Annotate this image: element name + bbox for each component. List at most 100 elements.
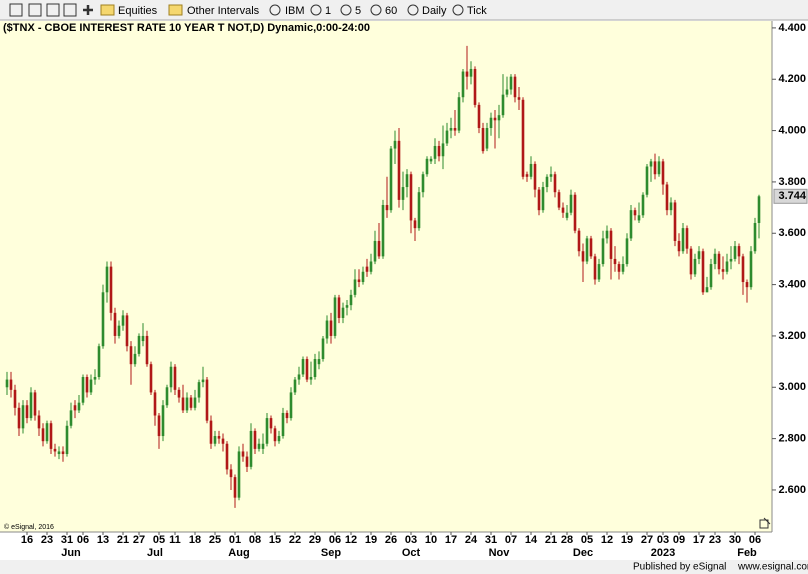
x-month-label: Nov [489, 547, 511, 559]
toolbar-item[interactable]: IBM [285, 5, 305, 17]
icon[interactable] [310, 4, 322, 16]
icon[interactable] [63, 3, 77, 17]
candle-body [609, 230, 613, 259]
candle-body [705, 287, 709, 293]
candle-body [149, 364, 153, 393]
candle-body [117, 325, 121, 336]
x-tick-label: 28 [561, 534, 573, 546]
candle-body [109, 266, 113, 313]
candle-body [393, 140, 397, 149]
toolbar [0, 0, 808, 20]
candle-body [505, 89, 509, 95]
candle-body [709, 264, 713, 288]
candle-body [305, 359, 309, 380]
icon[interactable] [269, 4, 281, 16]
icon[interactable] [340, 4, 352, 16]
candle-body [637, 215, 641, 221]
icon[interactable] [100, 4, 115, 16]
scroll-icon[interactable] [759, 517, 771, 529]
footer-url[interactable]: www.esignal.com [737, 562, 808, 573]
candle-body [617, 264, 621, 272]
candle-body [701, 251, 705, 293]
candle-body [65, 425, 69, 455]
toolbar-item[interactable]: Tick [467, 5, 487, 17]
candle-body [621, 264, 625, 272]
candle-body [561, 207, 565, 213]
candle-body [17, 407, 21, 429]
candle-body [673, 202, 677, 241]
candle-body [125, 315, 129, 347]
candle-body [189, 397, 193, 408]
candle-body [425, 158, 429, 175]
y-tick-label: 3.200 [778, 330, 806, 342]
candle-body [69, 410, 73, 426]
candle-body [245, 456, 249, 467]
toolbar-item[interactable]: Daily [422, 5, 447, 17]
x-tick-label: 10 [425, 534, 437, 546]
candle-body [21, 405, 25, 429]
candle-body [749, 251, 753, 288]
candle-body [161, 405, 165, 437]
candle-body [745, 282, 749, 288]
last-value-label: 3.744 [778, 190, 806, 202]
x-tick-label: 23 [709, 534, 721, 546]
candle-body [381, 205, 385, 257]
candle-body [129, 346, 133, 365]
icon[interactable] [452, 4, 464, 16]
candle-body [645, 166, 649, 195]
toolbar-item[interactable]: 5 [355, 5, 361, 17]
icon[interactable] [407, 4, 419, 16]
candle-body [5, 379, 9, 388]
y-tick-label: 4.200 [778, 73, 806, 85]
icon[interactable] [370, 4, 382, 16]
candle-body [257, 443, 261, 449]
candle-body [57, 451, 61, 455]
candle-body [269, 418, 273, 429]
icon[interactable] [83, 5, 93, 15]
candle-body [513, 76, 517, 98]
candle-body [537, 189, 541, 211]
toolbar-item[interactable]: 60 [385, 5, 397, 17]
candle-body [217, 436, 221, 439]
icon[interactable] [46, 3, 60, 17]
candle-body [553, 174, 557, 193]
candle-body [137, 335, 141, 354]
candle-body [309, 377, 313, 380]
icon[interactable] [168, 4, 183, 16]
icon[interactable] [28, 3, 42, 17]
candle-body [165, 387, 169, 406]
candle-body [181, 397, 185, 411]
candle-body [633, 210, 637, 216]
candle-body [737, 246, 741, 257]
candle-body [533, 163, 537, 190]
x-tick-label: 31 [485, 534, 497, 546]
toolbar-item[interactable]: Other Intervals [187, 5, 260, 17]
y-tick-label: 2.600 [778, 484, 806, 496]
x-tick-label: 03 [657, 534, 669, 546]
candle-body [297, 374, 301, 380]
candle-body [77, 402, 81, 411]
x-tick-label: 06 [77, 534, 89, 546]
candle-body [377, 240, 381, 257]
candle-body [549, 174, 553, 177]
candle-body [281, 412, 285, 437]
icon[interactable] [9, 3, 23, 17]
candle-body [369, 261, 373, 272]
candle-body [409, 174, 413, 221]
candle-body [53, 448, 57, 452]
candle-body [693, 258, 697, 275]
candle-body [629, 210, 633, 239]
candle-body [653, 161, 657, 175]
candle-body [421, 174, 425, 193]
candle-body [205, 379, 209, 421]
candle-body [61, 451, 65, 455]
toolbar-item[interactable]: Equities [118, 5, 158, 17]
candle-body [569, 194, 573, 213]
candle-body [437, 145, 441, 157]
candle-body [469, 68, 473, 77]
candle-body [249, 430, 253, 467]
toolbar-item[interactable]: 1 [325, 5, 331, 17]
candle-body [201, 379, 205, 383]
candle-body [445, 130, 449, 144]
